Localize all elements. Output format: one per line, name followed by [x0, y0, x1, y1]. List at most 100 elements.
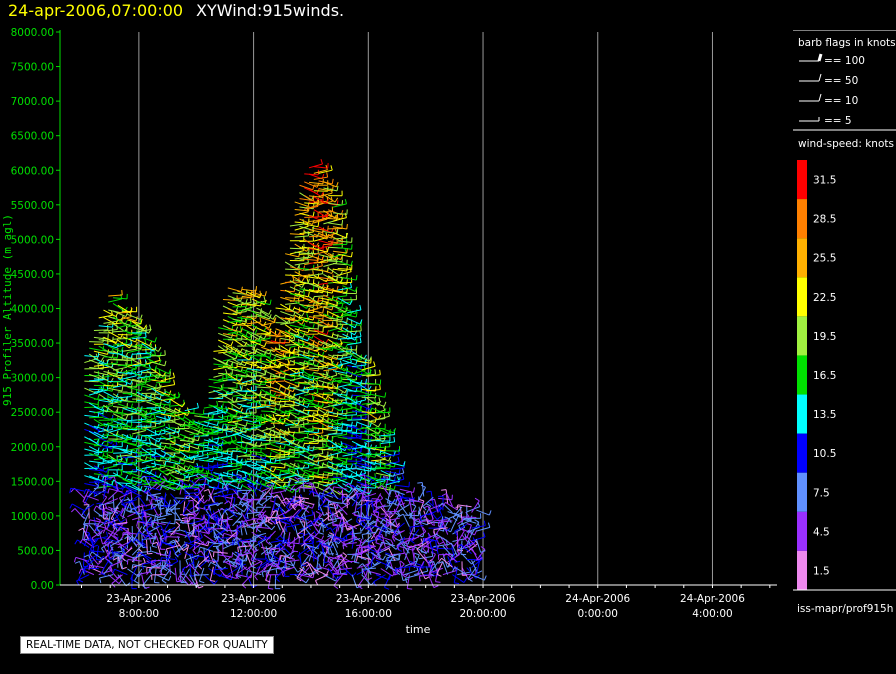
wind-barb — [208, 404, 223, 409]
wind-barb-flag — [328, 502, 335, 506]
wind-barb-flag — [263, 392, 267, 398]
wind-barb — [251, 454, 266, 460]
wind-barb — [96, 519, 109, 529]
wind-barb-flag — [343, 541, 346, 547]
wind-barb-flag — [182, 580, 187, 584]
wind-barb — [385, 470, 400, 475]
wind-barb — [332, 231, 347, 239]
wind-barb — [284, 478, 292, 492]
wind-barb — [84, 559, 96, 570]
wind-barb-flag — [339, 472, 343, 478]
wind-barb — [332, 433, 347, 438]
wind-barb — [193, 560, 200, 574]
wind-barb — [89, 468, 104, 472]
wind-barb — [98, 314, 113, 319]
wind-barb — [98, 387, 113, 392]
wind-barb-flag — [279, 362, 282, 369]
wind-barb — [247, 549, 257, 561]
wind-barb — [178, 484, 190, 495]
wind-barb — [248, 561, 262, 569]
wind-barb-flag — [379, 369, 381, 375]
wind-barb — [261, 404, 276, 407]
wind-barbs — [69, 159, 492, 590]
wind-barb — [132, 501, 138, 516]
wind-barb — [294, 348, 309, 355]
wind-barb-flag — [331, 239, 334, 245]
wind-barb-flag — [351, 487, 356, 493]
wind-barb-flag — [281, 571, 285, 577]
wind-barb — [232, 421, 247, 427]
wind-barb — [313, 475, 328, 479]
wind-barb — [192, 553, 195, 568]
wind-barb-flag — [148, 409, 152, 415]
wind-barb-flag — [330, 165, 333, 171]
wind-barb-flag — [317, 468, 320, 474]
wind-barb — [122, 336, 136, 343]
wind-barb-flag — [116, 342, 119, 349]
wind-barb — [112, 405, 128, 409]
wind-barb — [265, 327, 279, 337]
wind-barb-flag — [121, 556, 126, 561]
wind-barb-flag — [398, 554, 401, 560]
wind-barb-flag — [183, 547, 188, 552]
wind-barb — [112, 462, 127, 466]
wind-barb-flag — [145, 529, 150, 534]
wind-barb — [299, 288, 314, 292]
wind-barb — [327, 540, 330, 555]
wind-barb — [218, 372, 233, 375]
wind-barb — [128, 535, 138, 548]
wind-barb — [113, 452, 128, 454]
wind-barb — [213, 551, 228, 554]
wind-barb — [222, 352, 236, 360]
wind-barb — [328, 365, 342, 370]
wind-barb-flag — [394, 494, 400, 498]
wind-barb — [299, 256, 314, 261]
wind-barb-flag — [374, 397, 376, 403]
wind-barb — [250, 553, 257, 567]
wind-barb — [332, 253, 347, 258]
wind-barb-flag — [370, 358, 372, 364]
wind-barb — [117, 574, 127, 587]
wind-barb-flag — [137, 541, 143, 546]
wind-barb — [366, 474, 380, 481]
wind-barb — [313, 176, 328, 180]
wind-barb — [299, 274, 314, 277]
wind-barb — [241, 334, 254, 344]
wind-barb — [370, 476, 384, 486]
wind-barb — [372, 504, 386, 512]
wind-barb — [146, 434, 159, 443]
wind-barb — [285, 456, 300, 459]
wind-barb-flag — [101, 374, 105, 380]
wind-barb — [203, 475, 207, 490]
wind-barb-flag — [397, 548, 403, 552]
wind-barb — [93, 509, 106, 520]
wind-barb-flag — [245, 351, 248, 357]
wind-barb-flag — [258, 356, 262, 362]
wind-barb — [137, 495, 147, 508]
wind-barb-flag — [125, 414, 129, 420]
wind-barb-flag — [302, 332, 306, 338]
wind-barb-flag — [76, 580, 80, 586]
wind-barb — [300, 504, 310, 518]
wind-barb — [371, 409, 385, 415]
wind-barb-flag — [276, 516, 281, 522]
wind-barb — [195, 520, 209, 527]
wind-barb — [249, 534, 262, 543]
wind-barb-flag — [207, 421, 210, 427]
wind-barb — [117, 396, 132, 399]
wind-barb-flag — [276, 535, 281, 540]
wind-barb — [308, 188, 322, 197]
wind-barb-flag — [122, 503, 126, 509]
wind-barb — [204, 502, 219, 507]
wind-barb — [252, 532, 267, 538]
wind-barb — [356, 487, 370, 495]
wind-barb — [213, 486, 228, 492]
wind-barb — [222, 480, 237, 483]
wind-barb — [170, 524, 181, 536]
wind-barb — [113, 476, 119, 491]
wind-barb-flag — [160, 565, 165, 571]
wind-barb-flag — [351, 554, 354, 560]
wind-barb — [256, 526, 271, 529]
wind-barb — [227, 566, 240, 576]
wind-barb — [251, 446, 266, 450]
